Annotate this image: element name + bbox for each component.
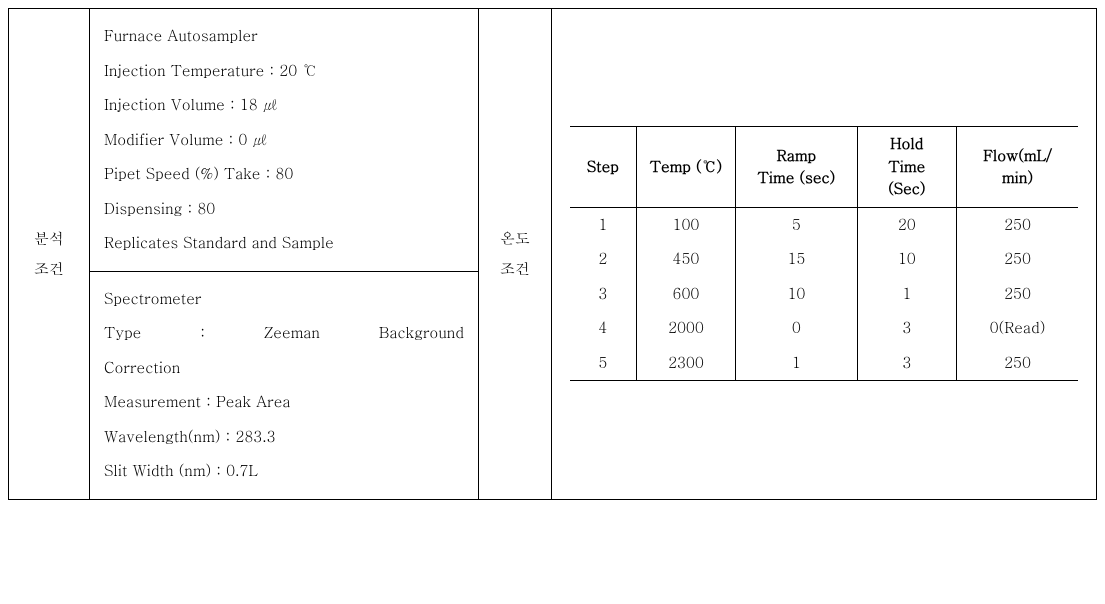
analysis-conditions-spectrometer-cell: Spectrometer Type : Zeeman Background Co… xyxy=(90,271,479,499)
cell-ramp: 1 xyxy=(736,346,857,381)
col-temp: Temp (℃) xyxy=(636,127,735,208)
cell-hold: 3 xyxy=(857,311,956,346)
cell-step: 3 xyxy=(570,277,636,312)
cell-hold: 20 xyxy=(857,207,956,242)
type-line: Type : Zeeman Background xyxy=(104,316,464,351)
temp-label-line2: 조건 xyxy=(480,254,550,284)
cell-ramp: 5 xyxy=(736,207,857,242)
cell-ramp: 0 xyxy=(736,311,857,346)
col-hold: Hold Time (Sec) xyxy=(857,127,956,208)
temp-conditions-cell: Step Temp (℃) Ramp Time (sec) Hold Time … xyxy=(552,9,1097,500)
cell-step: 4 xyxy=(570,311,636,346)
cell-ramp: 15 xyxy=(736,242,857,277)
table-row: 1 100 5 20 250 xyxy=(570,207,1078,242)
cell-temp: 2000 xyxy=(636,311,735,346)
correction-line: Correction xyxy=(104,351,464,386)
cell-temp: 2300 xyxy=(636,346,735,381)
dispensing-line: Dispensing : 80 xyxy=(104,192,464,227)
cell-ramp: 10 xyxy=(736,277,857,312)
autosampler-line: Furnace Autosampler xyxy=(104,19,464,54)
cell-temp: 450 xyxy=(636,242,735,277)
table-row: 5 2300 1 3 250 xyxy=(570,346,1078,381)
cell-hold: 1 xyxy=(857,277,956,312)
temp-program-body: 1 100 5 20 250 2 450 15 10 250 xyxy=(570,207,1078,381)
replicates-line: Replicates Standard and Sample xyxy=(104,226,464,261)
analysis-label-line1: 분석 xyxy=(10,224,88,254)
cell-temp: 100 xyxy=(636,207,735,242)
slit-width-line: Slit Width (nm) : 0.7L xyxy=(104,454,464,489)
pipet-speed-line: Pipet Speed (%) Take : 80 xyxy=(104,157,464,192)
cell-step: 2 xyxy=(570,242,636,277)
cell-flow: 250 xyxy=(957,277,1079,312)
cell-hold: 3 xyxy=(857,346,956,381)
conditions-table: 분석 조건 Furnace Autosampler Injection Temp… xyxy=(8,8,1097,500)
cell-flow: 250 xyxy=(957,346,1079,381)
injection-volume-line: Injection Volume : 18 ㎕ xyxy=(104,88,464,123)
table-row: 4 2000 0 3 0(Read) xyxy=(570,311,1078,346)
cell-hold: 10 xyxy=(857,242,956,277)
analysis-conditions-label-cell: 분석 조건 xyxy=(9,9,90,500)
cell-flow: 0(Read) xyxy=(957,311,1079,346)
col-step: Step xyxy=(570,127,636,208)
cell-flow: 250 xyxy=(957,207,1079,242)
cell-flow: 250 xyxy=(957,242,1079,277)
cell-step: 1 xyxy=(570,207,636,242)
table-row: 3 600 10 1 250 xyxy=(570,277,1078,312)
spectrometer-line: Spectrometer xyxy=(104,282,464,317)
table-row: 2 450 15 10 250 xyxy=(570,242,1078,277)
temp-label-line1: 온도 xyxy=(480,224,550,254)
analysis-conditions-autosampler-cell: Furnace Autosampler Injection Temperatur… xyxy=(90,9,479,272)
temp-program-table: Step Temp (℃) Ramp Time (sec) Hold Time … xyxy=(570,126,1078,381)
temp-conditions-label-cell: 온도 조건 xyxy=(479,9,552,500)
injection-temp-line: Injection Temperature : 20 ℃ xyxy=(104,54,464,89)
analysis-label-line2: 조건 xyxy=(10,254,88,284)
col-flow: Flow(mL/ min) xyxy=(957,127,1079,208)
col-ramp: Ramp Time (sec) xyxy=(736,127,857,208)
cell-step: 5 xyxy=(570,346,636,381)
table-header-row: Step Temp (℃) Ramp Time (sec) Hold Time … xyxy=(570,127,1078,208)
measurement-line: Measurement : Peak Area xyxy=(104,385,464,420)
cell-temp: 600 xyxy=(636,277,735,312)
wavelength-line: Wavelength(nm) : 283.3 xyxy=(104,420,464,455)
modifier-volume-line: Modifier Volume : 0 ㎕ xyxy=(104,123,464,158)
